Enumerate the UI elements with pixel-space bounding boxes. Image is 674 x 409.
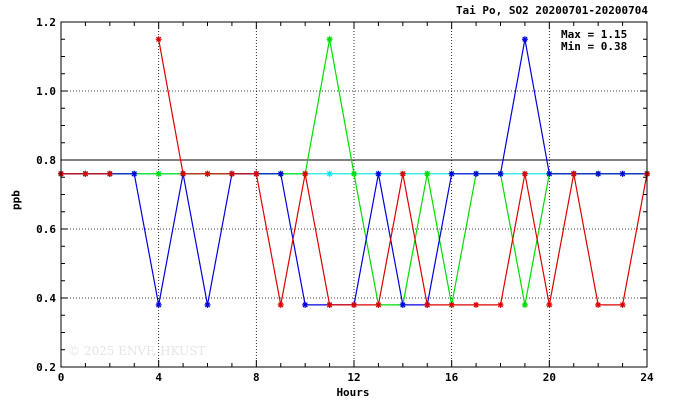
- axis-tick-labels: 0 4 8 12 16 20 24 0.2 0.4 0.6 0.8 1.0 1.2: [36, 16, 654, 384]
- x-tick-label: 20: [543, 371, 556, 384]
- axis-ticks: [60, 21, 648, 368]
- x-tick-label: 12: [347, 371, 360, 384]
- data-point: [228, 170, 235, 177]
- data-point: [326, 36, 333, 43]
- data-point: [521, 36, 528, 43]
- data-point: [302, 170, 309, 177]
- data-point: [619, 301, 626, 308]
- data-point: [277, 170, 284, 177]
- data-point: [399, 301, 406, 308]
- data-point: [497, 170, 504, 177]
- data-point: [351, 170, 357, 177]
- data-point: [375, 170, 382, 177]
- data-point: [326, 301, 333, 308]
- data-point: [448, 170, 455, 177]
- data-point: [277, 301, 284, 308]
- data-point: [595, 170, 602, 177]
- data-point: [473, 170, 480, 177]
- y-axis-label: ppb: [9, 190, 23, 210]
- data-point: [448, 301, 455, 308]
- data-point: [253, 170, 260, 177]
- data-point: [375, 301, 382, 308]
- x-tick-label: 4: [155, 371, 162, 384]
- min-label: Min = 0.38: [561, 40, 628, 53]
- stats-box: Max = 1.15 Min = 0.38: [561, 29, 627, 53]
- data-point: [204, 301, 211, 308]
- x-tick-label: 0: [58, 371, 65, 384]
- data-point: [399, 170, 406, 177]
- x-axis-label: Hours: [336, 386, 370, 399]
- series-group: [58, 36, 650, 308]
- series-3: [58, 36, 650, 308]
- y-tick-label: 0.4: [36, 292, 56, 305]
- grid-lines: [61, 22, 647, 367]
- data-point: [204, 170, 211, 177]
- data-point: [570, 170, 577, 177]
- x-tick-label: 24: [640, 371, 654, 384]
- data-point: [521, 301, 528, 308]
- data-point: [595, 301, 602, 308]
- y-tick-label: 1.0: [36, 85, 56, 98]
- data-point: [521, 170, 528, 177]
- data-point: [155, 36, 162, 43]
- data-point: [351, 301, 357, 308]
- data-point: [424, 170, 431, 177]
- x-tick-label: 8: [253, 371, 260, 384]
- data-point: [180, 170, 187, 177]
- y-tick-label: 0.2: [36, 361, 56, 374]
- data-point: [302, 301, 309, 308]
- y-tick-label: 0.8: [36, 154, 56, 167]
- data-point: [131, 170, 138, 177]
- data-point: [155, 301, 162, 308]
- data-point: [155, 170, 162, 177]
- data-point: [497, 301, 504, 308]
- y-tick-label: 1.2: [36, 16, 56, 29]
- data-point: [106, 170, 113, 177]
- x-tick-label: 16: [445, 371, 459, 384]
- chart-title: Tai Po, SO2 20200701-20200704: [455, 4, 648, 17]
- data-point: [82, 170, 89, 177]
- data-point: [546, 170, 553, 177]
- watermark: © 2025 ENVF, HKUST: [68, 344, 206, 358]
- data-point: [546, 301, 553, 308]
- data-point: [473, 301, 480, 308]
- y-tick-label: 0.6: [36, 223, 56, 236]
- data-point: [326, 170, 333, 177]
- data-point: [619, 170, 626, 177]
- data-point: [424, 301, 431, 308]
- max-label: Max = 1.15: [561, 28, 628, 41]
